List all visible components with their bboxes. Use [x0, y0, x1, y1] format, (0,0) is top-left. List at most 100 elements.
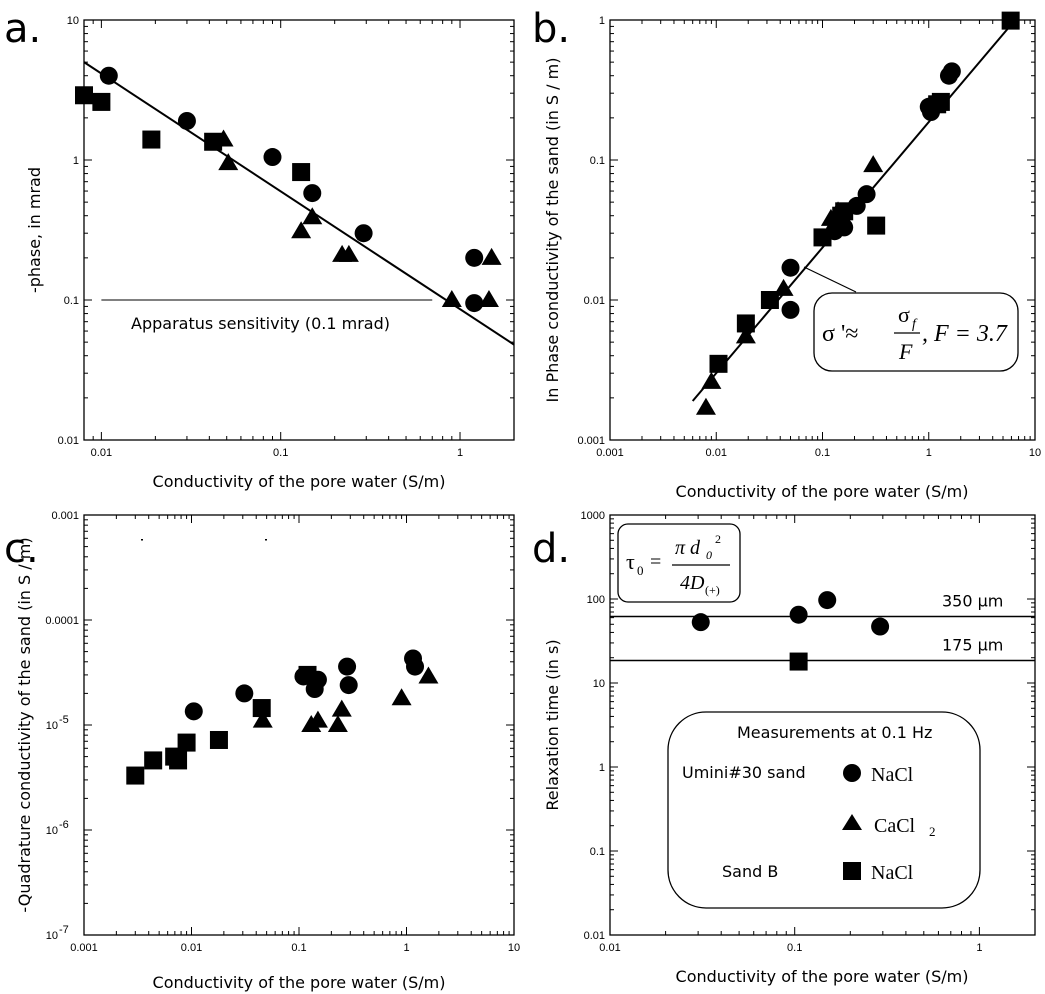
fit-line-b: [691, 19, 1016, 402]
x-tick-label: 1: [403, 942, 409, 954]
x-tick-label: 0.01: [181, 942, 202, 954]
fit-line-a: [83, 61, 515, 346]
chart-d: 0.01 0.1 1 0.01 0.1 1 10 100 1000 350 μm 175 μm τ…: [543, 510, 1036, 986]
data-point-triangle: [418, 666, 439, 684]
formula-d: τ 0 = π d 0 2 4D (+): [626, 532, 730, 597]
formula-d-lhs: τ: [626, 549, 635, 574]
data-point-triangle: [338, 244, 359, 262]
data-point-square: [292, 163, 311, 182]
formula-b-num-sub: f: [912, 317, 918, 332]
legend-group-sandb: Sand B: [722, 862, 778, 881]
data-point-triangle: [302, 207, 323, 225]
size-line-label-0: 350 μm: [942, 591, 1003, 610]
data-point-triangle: [481, 247, 502, 265]
data-point-square: [813, 228, 832, 247]
x-tick-label: 0.01: [706, 447, 727, 459]
y-tick-label: 0.001: [51, 510, 79, 522]
y-tick-label: 1: [599, 762, 605, 774]
y-tick-label: 10: [46, 720, 58, 732]
panel-label-c: c.: [4, 526, 39, 572]
y-axis-label-a: -phase, in mrad: [25, 167, 44, 293]
formula-b-rest: , F = 3.7: [922, 321, 1008, 347]
data-point-circle: [942, 62, 961, 81]
data-point-circle: [235, 684, 254, 703]
formula-b-num: σ: [898, 302, 910, 327]
y-tick-label: 0.01: [584, 295, 605, 307]
data-point-square: [835, 202, 854, 221]
formula-d-den: 4D: [680, 572, 705, 594]
legend-marker-triangle: [842, 814, 862, 830]
formula-d-num: π d: [675, 537, 701, 559]
data-point-square: [867, 216, 886, 235]
formula-d-lhs-sub: 0: [637, 563, 644, 578]
x-tick-label: 0.01: [91, 447, 112, 459]
formula-d-num-sup: 2: [715, 532, 721, 546]
formula-d-eq: =: [650, 551, 661, 573]
data-point-square: [298, 665, 317, 684]
data-point-circle: [177, 111, 196, 130]
y-tick-label: 0.0001: [45, 615, 79, 627]
data-point-triangle: [695, 397, 716, 415]
sensitivity-label: Apparatus sensitivity (0.1 mrad): [131, 314, 390, 333]
x-tick-label: 0.1: [291, 942, 306, 954]
legend-cacl2: CaCl: [874, 815, 916, 837]
data-point-triangle: [331, 699, 352, 717]
x-tick-label: 0.1: [787, 942, 802, 954]
y-tick-label: 0.1: [590, 155, 605, 167]
y-tick-label: 0.01: [58, 435, 79, 447]
plot-frame-a: [83, 19, 515, 441]
y-tick-label-exponent: -6: [59, 819, 69, 831]
x-axis-label-d: Conductivity of the pore water (S/m): [676, 967, 969, 986]
data-point-square: [75, 86, 93, 105]
speck: [141, 539, 143, 541]
data-point-circle: [691, 613, 710, 632]
data-point-circle: [354, 224, 373, 243]
x-tick-label: 0.1: [273, 447, 288, 459]
data-point-triangle: [863, 155, 884, 173]
x-tick-label: 0.001: [70, 942, 98, 954]
y-tick-label-exponent: -5: [59, 714, 69, 726]
data-point-circle: [339, 676, 358, 695]
data-point-circle: [465, 294, 484, 313]
plot-frame-d: [609, 514, 1036, 936]
data-point-square: [177, 733, 196, 752]
x-tick-label: 10: [1029, 447, 1041, 459]
data-point-circle: [338, 657, 357, 676]
data-point-circle: [263, 148, 282, 167]
data-point-square: [209, 730, 228, 749]
formula-b-lhs: σ '≈: [822, 321, 858, 347]
data-point-circle: [303, 184, 322, 203]
legend-d: Measurements at 0.1 Hz Umini#30 sand NaC…: [667, 711, 981, 909]
data-point-triangle: [307, 710, 328, 728]
y-tick-label: 1000: [581, 510, 605, 522]
x-tick-label: 0.1: [815, 447, 830, 459]
formula-pointer: [803, 266, 857, 293]
x-tick-label: 1: [926, 447, 932, 459]
data-point-triangle: [478, 290, 499, 307]
x-axis-label-a: Conductivity of the pore water (S/m): [153, 472, 446, 491]
formula-d-den-sub: (+): [705, 583, 720, 597]
legend-marker-circle: [843, 764, 861, 782]
y-tick-label: 0.01: [584, 930, 605, 942]
data-point-square: [736, 314, 755, 333]
y-axis-label-c: -Quadrature conductivity of the sand (in…: [15, 537, 34, 912]
legend-marker-square: [843, 862, 861, 880]
data-point-triangle: [252, 710, 273, 728]
x-tick-label: 1: [976, 942, 982, 954]
y-tick-label: 1: [73, 155, 79, 167]
speck: [265, 539, 267, 541]
data-point-triangle: [735, 326, 756, 344]
data-point-square: [760, 291, 779, 309]
data-point-square: [931, 92, 950, 111]
data-point-circle: [871, 617, 890, 636]
data-point-circle: [406, 657, 425, 676]
y-tick-label: 0.1: [64, 295, 79, 307]
data-point-square: [789, 652, 808, 671]
data-point-circle: [818, 591, 837, 610]
legend-group-umini: Umini#30 sand: [682, 763, 806, 782]
formula-b: σ '≈ σ f F , F = 3.7: [822, 302, 1008, 364]
data-point-triangle: [441, 290, 462, 307]
y-tick-label: 10: [67, 15, 79, 27]
chart-b: 0.001 0.01 0.1 1 10 0.001 0.01 0.1 1 σ '≈ σ f F …: [543, 11, 1041, 501]
